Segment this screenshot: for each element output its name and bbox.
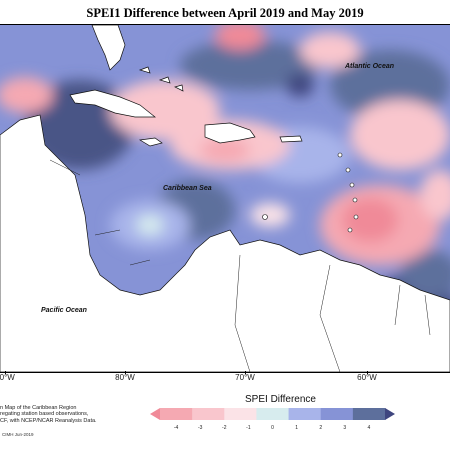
legend-tick-label: 1 <box>295 425 298 431</box>
longitude-label: 60°W <box>357 373 377 382</box>
longitude-label: 80°W <box>115 373 135 382</box>
longitude-tick <box>245 371 246 374</box>
legend-tick-label: -3 <box>197 425 203 431</box>
legend-color-cell <box>352 408 386 420</box>
map-area: Atlantic Ocean Caribbean Sea Pacific Oce… <box>0 24 450 373</box>
caption-line: regating station based observations, <box>0 411 89 418</box>
spei-map <box>0 25 450 372</box>
map-title: SPEI1 Difference between April 2019 and … <box>86 6 364 20</box>
lesser-antilles <box>262 152 359 233</box>
legend-arrow-right <box>385 408 395 420</box>
legend-title: SPEI Difference <box>245 394 316 405</box>
hispaniola-landmass <box>204 122 256 144</box>
legend-tick-label: 3 <box>343 425 347 431</box>
atlantic-ocean-label: Atlantic Ocean <box>345 63 395 70</box>
pacific-ocean-label: Pacific Ocean <box>41 307 87 314</box>
legend-color-cell <box>288 408 322 420</box>
legend-tick-label: 2 <box>319 425 323 431</box>
legend-color-cell <box>256 408 290 420</box>
legend-tick-label: 4 <box>367 425 371 431</box>
jamaica-landmass <box>138 137 163 147</box>
legend-arrow-left <box>150 408 160 420</box>
country-borders <box>49 159 431 372</box>
legend-color-cell <box>320 408 354 420</box>
florida-landmass <box>91 25 126 71</box>
legend-tick-label: 0 <box>271 425 274 431</box>
central-south-america-landmass <box>0 114 450 372</box>
legend-colorbar <box>150 408 395 420</box>
longitude-label: 90°W <box>0 373 15 382</box>
credit-text: CIMH Jun-2019 <box>2 432 34 437</box>
puerto-rico-landmass <box>279 135 303 143</box>
legend-color-cell <box>224 408 257 420</box>
caption-line: n Map of the Caribbean Region <box>0 405 77 411</box>
legend-color-cell <box>192 408 225 420</box>
bahamas-islands <box>138 66 184 92</box>
longitude-tick <box>125 371 126 374</box>
longitude-label: 70°W <box>235 373 255 382</box>
caribbean-sea-label: Caribbean Sea <box>163 185 212 192</box>
legend-tick-label: -4 <box>173 425 179 431</box>
legend-tick-label: -2 <box>222 425 227 431</box>
cuba-landmass <box>69 89 156 118</box>
legend-color-cell <box>160 408 193 420</box>
longitude-tick <box>5 371 6 374</box>
land-masses <box>0 25 450 372</box>
legend-tick-label: -1 <box>246 425 251 431</box>
caption-line: CF, with NCEP/NCAR Reanalysis Data. <box>0 417 97 424</box>
longitude-tick <box>367 371 368 374</box>
map-caption: n Map of the Caribbean Region regating s… <box>0 405 97 424</box>
